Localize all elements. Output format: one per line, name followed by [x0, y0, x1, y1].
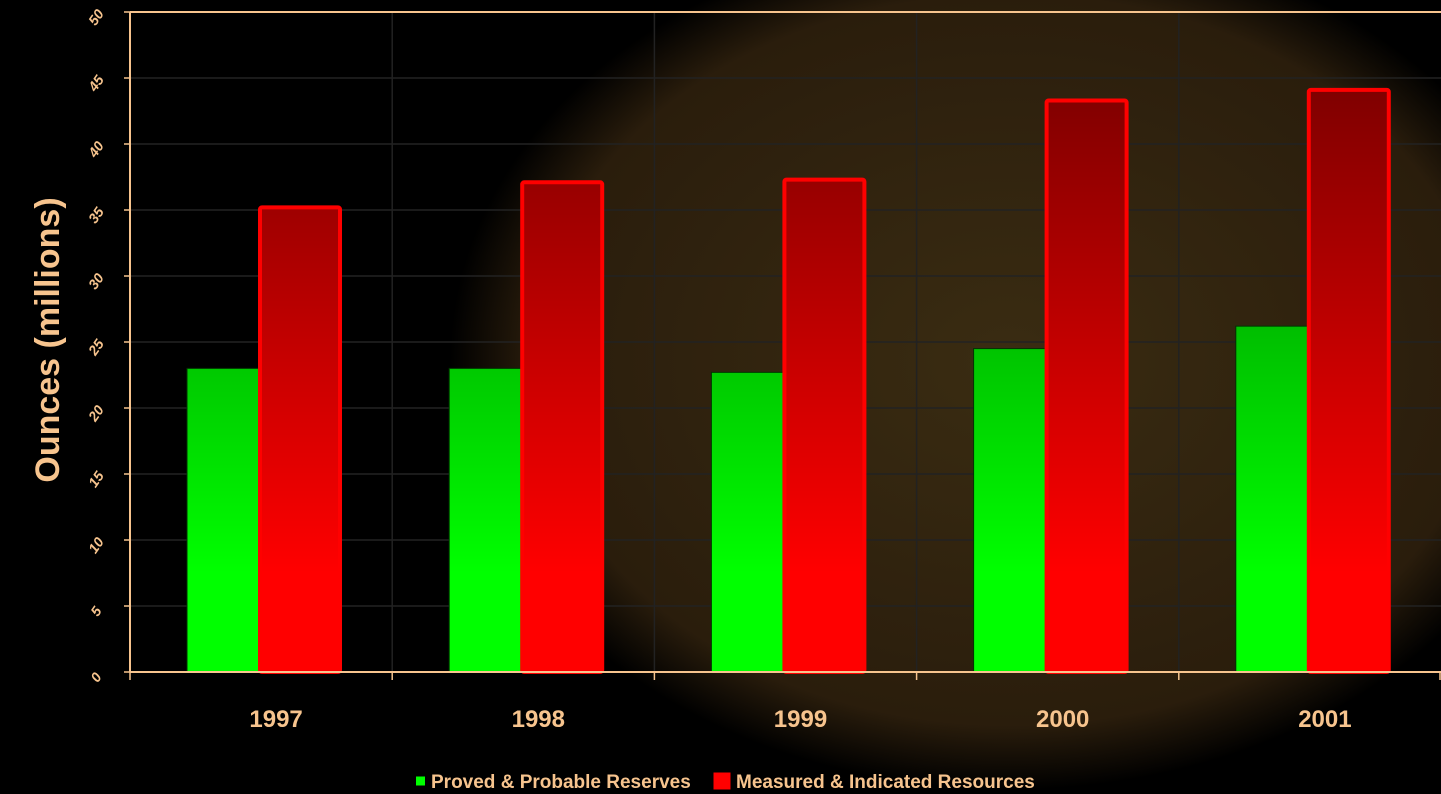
bar [520, 180, 605, 674]
legend-marker [416, 776, 425, 786]
legend-label: Measured & Indicated Resources [736, 772, 1035, 793]
bar [1306, 87, 1391, 674]
bar [710, 371, 785, 673]
bar [1044, 98, 1129, 674]
bar [782, 177, 867, 674]
y-axis-label: Ounces (millions) [29, 197, 67, 482]
bar [973, 348, 1048, 673]
y-tick-label: 45 [84, 72, 107, 95]
y-tick-label: 40 [84, 138, 107, 161]
x-tick-label: 2000 [1036, 706, 1089, 733]
x-tick-label: 1997 [249, 706, 302, 733]
x-tick-label: 2001 [1298, 706, 1351, 733]
x-tick-label: 1998 [512, 706, 565, 733]
background-texture [450, 0, 1441, 790]
x-tick-label: 1999 [774, 706, 827, 733]
legend-marker [713, 772, 731, 790]
bar [258, 205, 342, 675]
bar [448, 367, 523, 673]
legend-label: Proved & Probable Reserves [431, 772, 691, 793]
y-tick-label: 25 [84, 336, 107, 359]
bar [1235, 325, 1310, 673]
y-tick-label: 20 [84, 402, 107, 425]
bar [186, 367, 261, 673]
